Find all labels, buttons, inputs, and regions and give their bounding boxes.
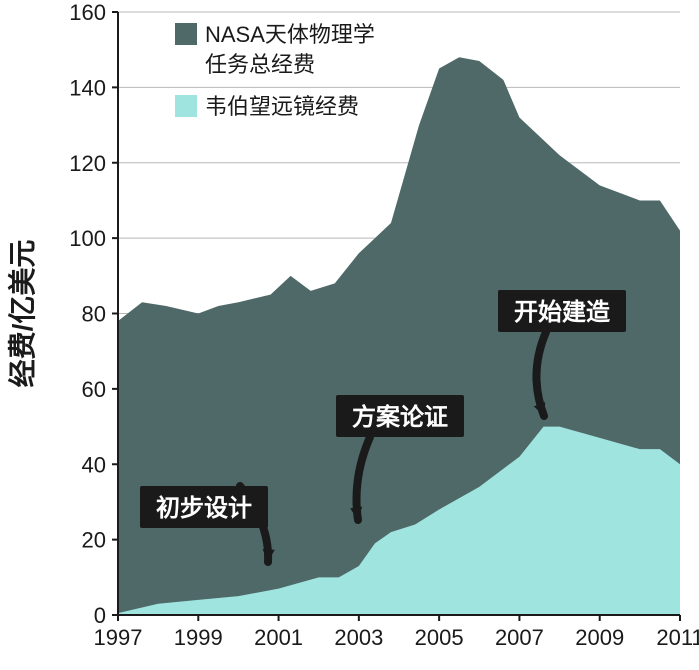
y-tick-label: 20 bbox=[82, 528, 106, 553]
x-tick-label: 2001 bbox=[254, 625, 303, 650]
phase-label-text: 开始建造 bbox=[514, 299, 610, 326]
x-tick-label: 2011 bbox=[656, 625, 699, 650]
y-tick-label: 60 bbox=[82, 377, 106, 402]
x-tick-label: 2009 bbox=[575, 625, 624, 650]
legend-label: 任务总经费 bbox=[205, 52, 315, 77]
x-tick-label: 1999 bbox=[174, 625, 223, 650]
area-chart: 0204060801001201401601997199920012003200… bbox=[0, 0, 699, 670]
legend-swatch bbox=[175, 23, 197, 45]
phase-label-text: 初步设计 bbox=[156, 495, 252, 522]
y-tick-label: 80 bbox=[82, 302, 106, 327]
x-tick-label: 2003 bbox=[334, 625, 383, 650]
y-tick-label: 160 bbox=[69, 0, 106, 25]
y-axis-title: 经费/亿美元 bbox=[6, 240, 38, 388]
legend-label: 韦伯望远镜经费 bbox=[205, 94, 359, 119]
legend-swatch bbox=[175, 95, 197, 117]
y-tick-label: 40 bbox=[82, 452, 106, 477]
x-tick-label: 2007 bbox=[495, 625, 544, 650]
y-tick-label: 140 bbox=[69, 75, 106, 100]
x-tick-label: 2005 bbox=[415, 625, 464, 650]
y-tick-label: 100 bbox=[69, 226, 106, 251]
chart-svg: 0204060801001201401601997199920012003200… bbox=[0, 0, 699, 670]
x-tick-label: 1997 bbox=[94, 625, 143, 650]
phase-label-text: 方案论证 bbox=[352, 403, 448, 431]
legend-label: NASA天体物理学 bbox=[205, 22, 375, 47]
y-tick-label: 120 bbox=[69, 151, 106, 176]
